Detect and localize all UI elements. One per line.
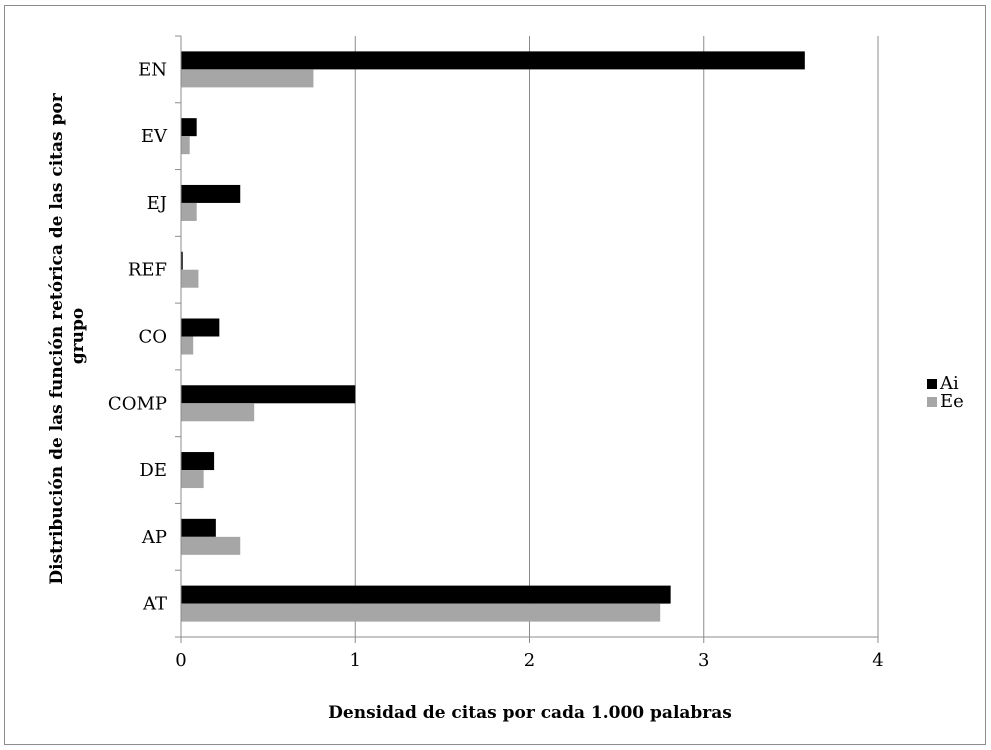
- category-label-ap: AP: [141, 527, 167, 548]
- bar-ai-ref: [181, 251, 183, 270]
- bars: [181, 51, 805, 622]
- bar-ai-ap: [181, 518, 216, 537]
- x-axis-title: Densidad de citas por cada 1.000 palabra…: [328, 703, 732, 723]
- category-labels: EN EV EJ REF CO COMP DE AP AT: [108, 59, 168, 614]
- bar-ee-co: [181, 336, 194, 355]
- bar-ai-ev: [181, 118, 197, 137]
- category-label-ej: EJ: [147, 193, 167, 214]
- x-tick-label-1: 1: [350, 650, 361, 671]
- bar-ai-at: [181, 585, 671, 604]
- bar-ee-de: [181, 470, 204, 489]
- tick-labels: 0 1 2 3 4: [175, 650, 883, 671]
- category-label-ref: REF: [128, 260, 167, 281]
- legend: Ai Ee: [927, 373, 964, 412]
- bar-ai-co: [181, 318, 220, 337]
- chart-frame: [4, 5, 986, 745]
- category-label-comp: COMP: [108, 393, 167, 414]
- bar-ee-ej: [181, 202, 197, 221]
- x-tick-label-2: 2: [524, 650, 535, 671]
- x-tick-label-3: 3: [698, 650, 709, 671]
- legend-swatch-ai: [927, 379, 937, 389]
- bar-ee-ref: [181, 269, 199, 288]
- bar-ee-en: [181, 69, 314, 88]
- bar-ai-comp: [181, 385, 356, 404]
- bar-ai-ej: [181, 184, 241, 203]
- bar-ai-en: [181, 51, 805, 70]
- category-label-co: CO: [138, 327, 167, 348]
- y-axis-title-line-2: grupo: [68, 308, 88, 364]
- bar-ee-at: [181, 603, 661, 622]
- legend-label-ee: Ee: [940, 391, 964, 412]
- bar-ee-ev: [181, 136, 190, 155]
- gridlines: [180, 36, 879, 643]
- legend-label-ai: Ai: [939, 373, 959, 394]
- x-tick-label-0: 0: [175, 650, 186, 671]
- category-label-en: EN: [138, 59, 167, 80]
- axes: [175, 35, 878, 638]
- legend-swatch-ee: [927, 397, 937, 407]
- bar-ai-de: [181, 452, 215, 471]
- category-label-de: DE: [139, 460, 167, 481]
- x-tick-label-4: 4: [872, 650, 883, 671]
- category-label-ev: EV: [141, 126, 168, 147]
- bar-ee-comp: [181, 403, 255, 422]
- y-axis-title-line-1: Distribución de las función retórica de …: [47, 92, 67, 584]
- bar-ee-ap: [181, 536, 241, 555]
- y-axis-title: Distribución de las función retórica de …: [47, 87, 88, 584]
- category-label-at: AT: [142, 594, 167, 615]
